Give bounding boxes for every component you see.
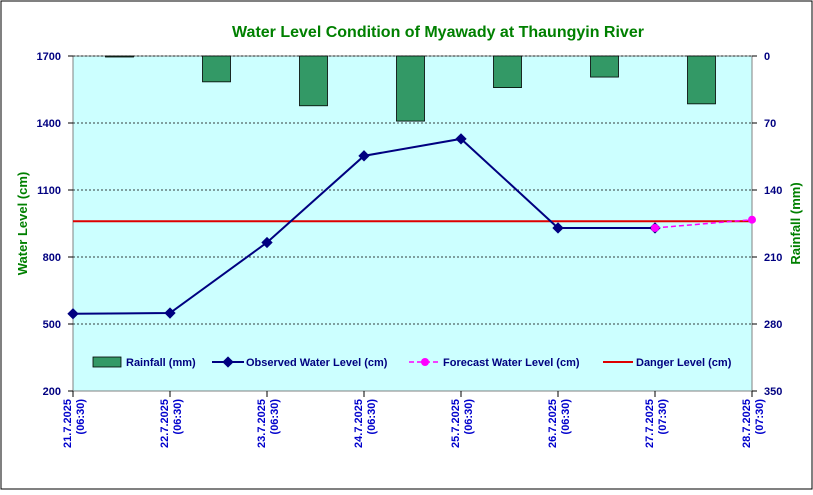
x-tick-label-date: 28.7.2025: [741, 399, 753, 448]
legend-forecast-label: Forecast Water Level (cm): [443, 357, 580, 369]
y-tick-label: 500: [43, 319, 61, 331]
y-tick-label: 1400: [37, 118, 61, 130]
rainfall-bar: [299, 55, 328, 107]
y2-tick-label: 210: [764, 252, 782, 264]
y-tick-label: 1100: [37, 185, 61, 197]
x-tick-label-time: (06:30): [172, 399, 184, 435]
observed-point: [164, 307, 176, 319]
chart-title: Water Level Condition of Myawady at Thau…: [232, 24, 644, 41]
observed-point: [261, 236, 273, 249]
observed-point: [358, 150, 370, 162]
y2-tick-label: 280: [764, 319, 782, 331]
legend-danger-label: Danger Level (cm): [636, 357, 732, 369]
x-tick-label: 26.7.2025 (06:30): [547, 399, 572, 448]
legend-rainfall-swatch: [92, 356, 122, 368]
rainfall-bar: [493, 55, 522, 88]
x-tick-label-date: 27.7.2025: [644, 399, 656, 448]
x-tick-label: 27.7.2025 (07:30): [644, 399, 669, 448]
forecast-point: [651, 223, 659, 232]
forecast-water-level-line: [654, 218, 753, 229]
y2-axis-title: Rainfall (mm): [788, 182, 803, 264]
observed-point: [552, 222, 564, 234]
y-axis-title: Water Level (cm): [15, 172, 30, 276]
y-tick-label: 200: [43, 386, 61, 398]
legend-observed-marker: [222, 356, 234, 368]
y2-tick-label: 70: [764, 118, 776, 130]
observed-point: [455, 133, 467, 145]
rainfall-bar: [687, 55, 716, 105]
legend-observed-label: Observed Water Level (cm): [246, 357, 388, 369]
x-tick-label-time: (07:30): [754, 399, 766, 435]
x-tick-label-date: 22.7.2025: [159, 399, 171, 448]
x-tick-label-time: (06:30): [75, 399, 87, 435]
rainfall-bar: [105, 55, 134, 58]
y2-tick-label: 350: [764, 386, 782, 398]
rainfall-bar: [396, 55, 425, 122]
rainfall-bar: [590, 55, 619, 78]
x-tick-label-time: (06:30): [463, 399, 475, 435]
x-tick-label: 25.7.2025 (06:30): [450, 399, 475, 448]
rainfall-bar: [202, 55, 231, 83]
x-tick-label-date: 24.7.2025: [353, 399, 365, 448]
x-tick-label: 21.7.2025 (06:30): [62, 399, 87, 448]
y-tick-label: 1700: [37, 51, 61, 63]
x-tick-label-time: (07:30): [657, 399, 669, 435]
x-tick-label: 23.7.2025 (06:30): [256, 399, 281, 448]
legend-forecast-marker: [421, 358, 429, 366]
y2-tick-label: 0: [764, 51, 770, 63]
legend-rainfall-label: Rainfall (mm): [126, 357, 196, 369]
x-tick-label-date: 26.7.2025: [547, 399, 559, 448]
x-tick-label-time: (06:30): [560, 399, 572, 435]
x-tick-label: 22.7.2025 (06:30): [159, 399, 184, 448]
y-tick-label: 800: [43, 252, 61, 264]
x-tick-label-time: (06:30): [269, 399, 281, 435]
x-tick-label: 24.7.2025 (06:30): [353, 399, 378, 448]
x-tick-label-date: 21.7.2025: [62, 399, 74, 448]
x-tick-label: 28.7.2025 (07:30): [741, 399, 766, 448]
forecast-point: [748, 215, 756, 224]
x-tick-label-date: 25.7.2025: [450, 399, 462, 448]
x-tick-label-time: (06:30): [366, 399, 378, 435]
x-tick-label-date: 23.7.2025: [256, 399, 268, 448]
y2-tick-label: 140: [764, 185, 782, 197]
